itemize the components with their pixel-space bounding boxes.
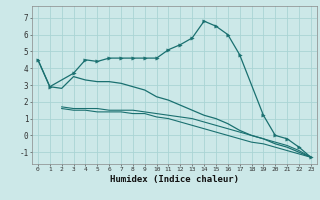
X-axis label: Humidex (Indice chaleur): Humidex (Indice chaleur) <box>110 175 239 184</box>
